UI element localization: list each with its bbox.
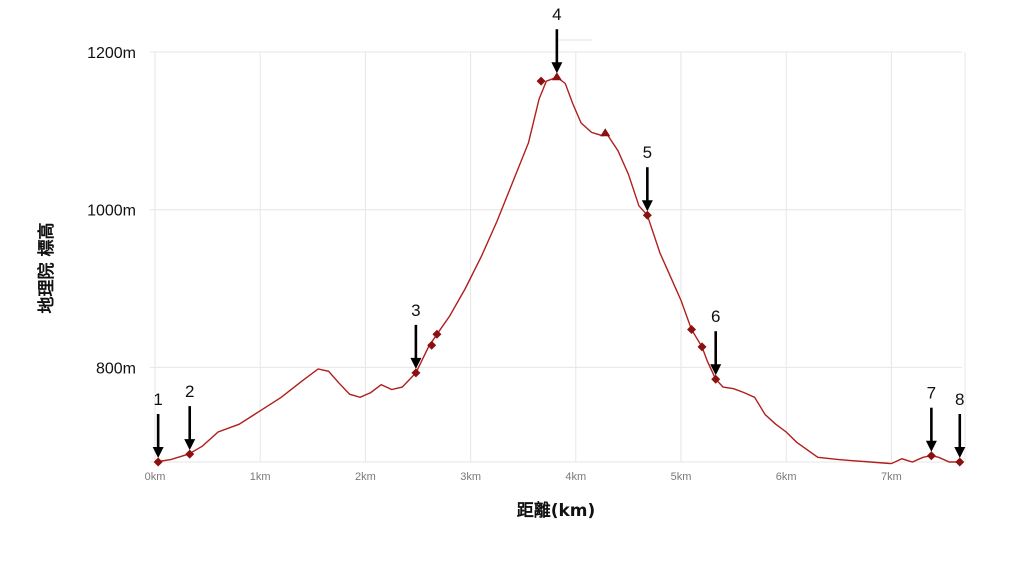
diamond-marker <box>687 325 697 335</box>
x-axis-ticks: 0km 1km 2km 3km 4km 5km 6km 7km <box>145 471 902 483</box>
y-tick-label: 800m <box>96 360 136 377</box>
waypoint-label: 3 <box>411 301 420 320</box>
x-tick-label: 5km <box>671 471 692 483</box>
x-axis-title: 距離(km) <box>517 500 596 521</box>
waypoint-arrow-head <box>410 357 422 369</box>
waypoint-arrow-head <box>152 447 164 458</box>
grid <box>150 39 966 463</box>
waypoint-label: 5 <box>643 143 652 162</box>
triangle-marker <box>551 72 562 81</box>
x-tick-label: 4km <box>565 471 586 483</box>
waypoint-arrow-head <box>184 439 196 451</box>
triangle-marker <box>600 128 611 137</box>
route-markers <box>153 72 965 467</box>
diamond-marker <box>432 329 442 339</box>
x-tick-label: 0km <box>145 471 166 483</box>
waypoint-label: 4 <box>552 5 561 24</box>
waypoint-label: 6 <box>711 307 720 326</box>
diamond-marker <box>411 368 421 378</box>
x-tick-label: 2km <box>355 471 376 483</box>
waypoint-arrow-head <box>954 447 966 458</box>
waypoint-label: 1 <box>153 390 162 409</box>
waypoint-labels: 1 2 3 4 5 6 7 8 <box>152 5 966 458</box>
y-tick-label: 1000m <box>87 203 136 220</box>
diamond-marker <box>153 457 163 467</box>
waypoint-label: 7 <box>927 384 936 403</box>
diamond-marker <box>427 340 437 350</box>
y-tick-label: 1200m <box>87 45 136 62</box>
x-tick-label: 7km <box>881 471 902 483</box>
y-axis-title: 地理院 標高 <box>36 223 57 314</box>
y-axis-ticks: 800m 1000m 1200m <box>87 45 136 377</box>
diamond-marker <box>711 374 721 384</box>
waypoint-label: 2 <box>185 382 194 401</box>
diamond-marker <box>697 342 707 352</box>
diamond-marker <box>926 451 936 461</box>
waypoint-arrow-head <box>551 62 563 74</box>
x-tick-label: 1km <box>250 471 271 483</box>
waypoint-arrow-head <box>710 364 722 376</box>
diamond-marker <box>642 210 652 220</box>
diamond-marker <box>955 457 965 467</box>
waypoint-arrow-head <box>641 200 653 212</box>
waypoint-arrow-head <box>925 440 937 452</box>
diamond-marker <box>185 449 195 459</box>
waypoint-label: 8 <box>955 390 964 409</box>
elevation-line <box>154 76 960 465</box>
diamond-marker <box>536 76 546 86</box>
x-tick-label: 6km <box>776 471 797 483</box>
x-tick-label: 3km <box>460 471 481 483</box>
